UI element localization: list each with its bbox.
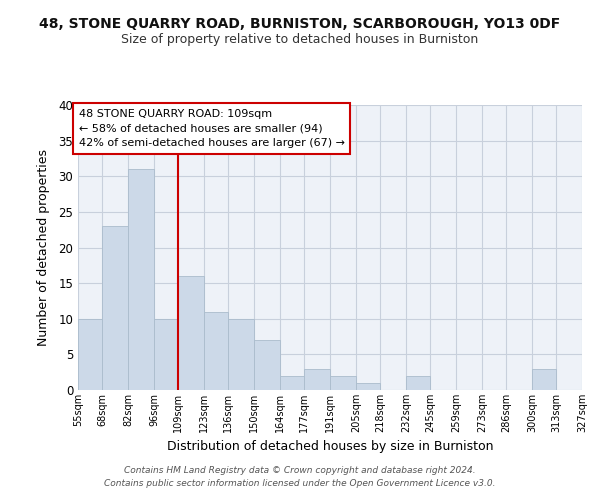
Bar: [78, 319, 102, 390]
Bar: [304, 368, 330, 390]
Bar: [102, 226, 128, 390]
Bar: [154, 319, 178, 390]
Text: 48 STONE QUARRY ROAD: 109sqm
← 58% of detached houses are smaller (94)
42% of se: 48 STONE QUARRY ROAD: 109sqm ← 58% of de…: [79, 108, 345, 148]
Bar: [406, 376, 430, 390]
Bar: [280, 376, 304, 390]
Bar: [254, 340, 280, 390]
Text: Size of property relative to detached houses in Burniston: Size of property relative to detached ho…: [121, 32, 479, 46]
Bar: [330, 376, 356, 390]
Bar: [128, 169, 154, 390]
Y-axis label: Number of detached properties: Number of detached properties: [37, 149, 50, 346]
Bar: [356, 383, 380, 390]
X-axis label: Distribution of detached houses by size in Burniston: Distribution of detached houses by size …: [167, 440, 493, 454]
Text: 48, STONE QUARRY ROAD, BURNISTON, SCARBOROUGH, YO13 0DF: 48, STONE QUARRY ROAD, BURNISTON, SCARBO…: [40, 18, 560, 32]
Bar: [532, 368, 556, 390]
Text: Contains HM Land Registry data © Crown copyright and database right 2024.
Contai: Contains HM Land Registry data © Crown c…: [104, 466, 496, 487]
Bar: [204, 312, 228, 390]
Bar: [178, 276, 204, 390]
Bar: [228, 319, 254, 390]
